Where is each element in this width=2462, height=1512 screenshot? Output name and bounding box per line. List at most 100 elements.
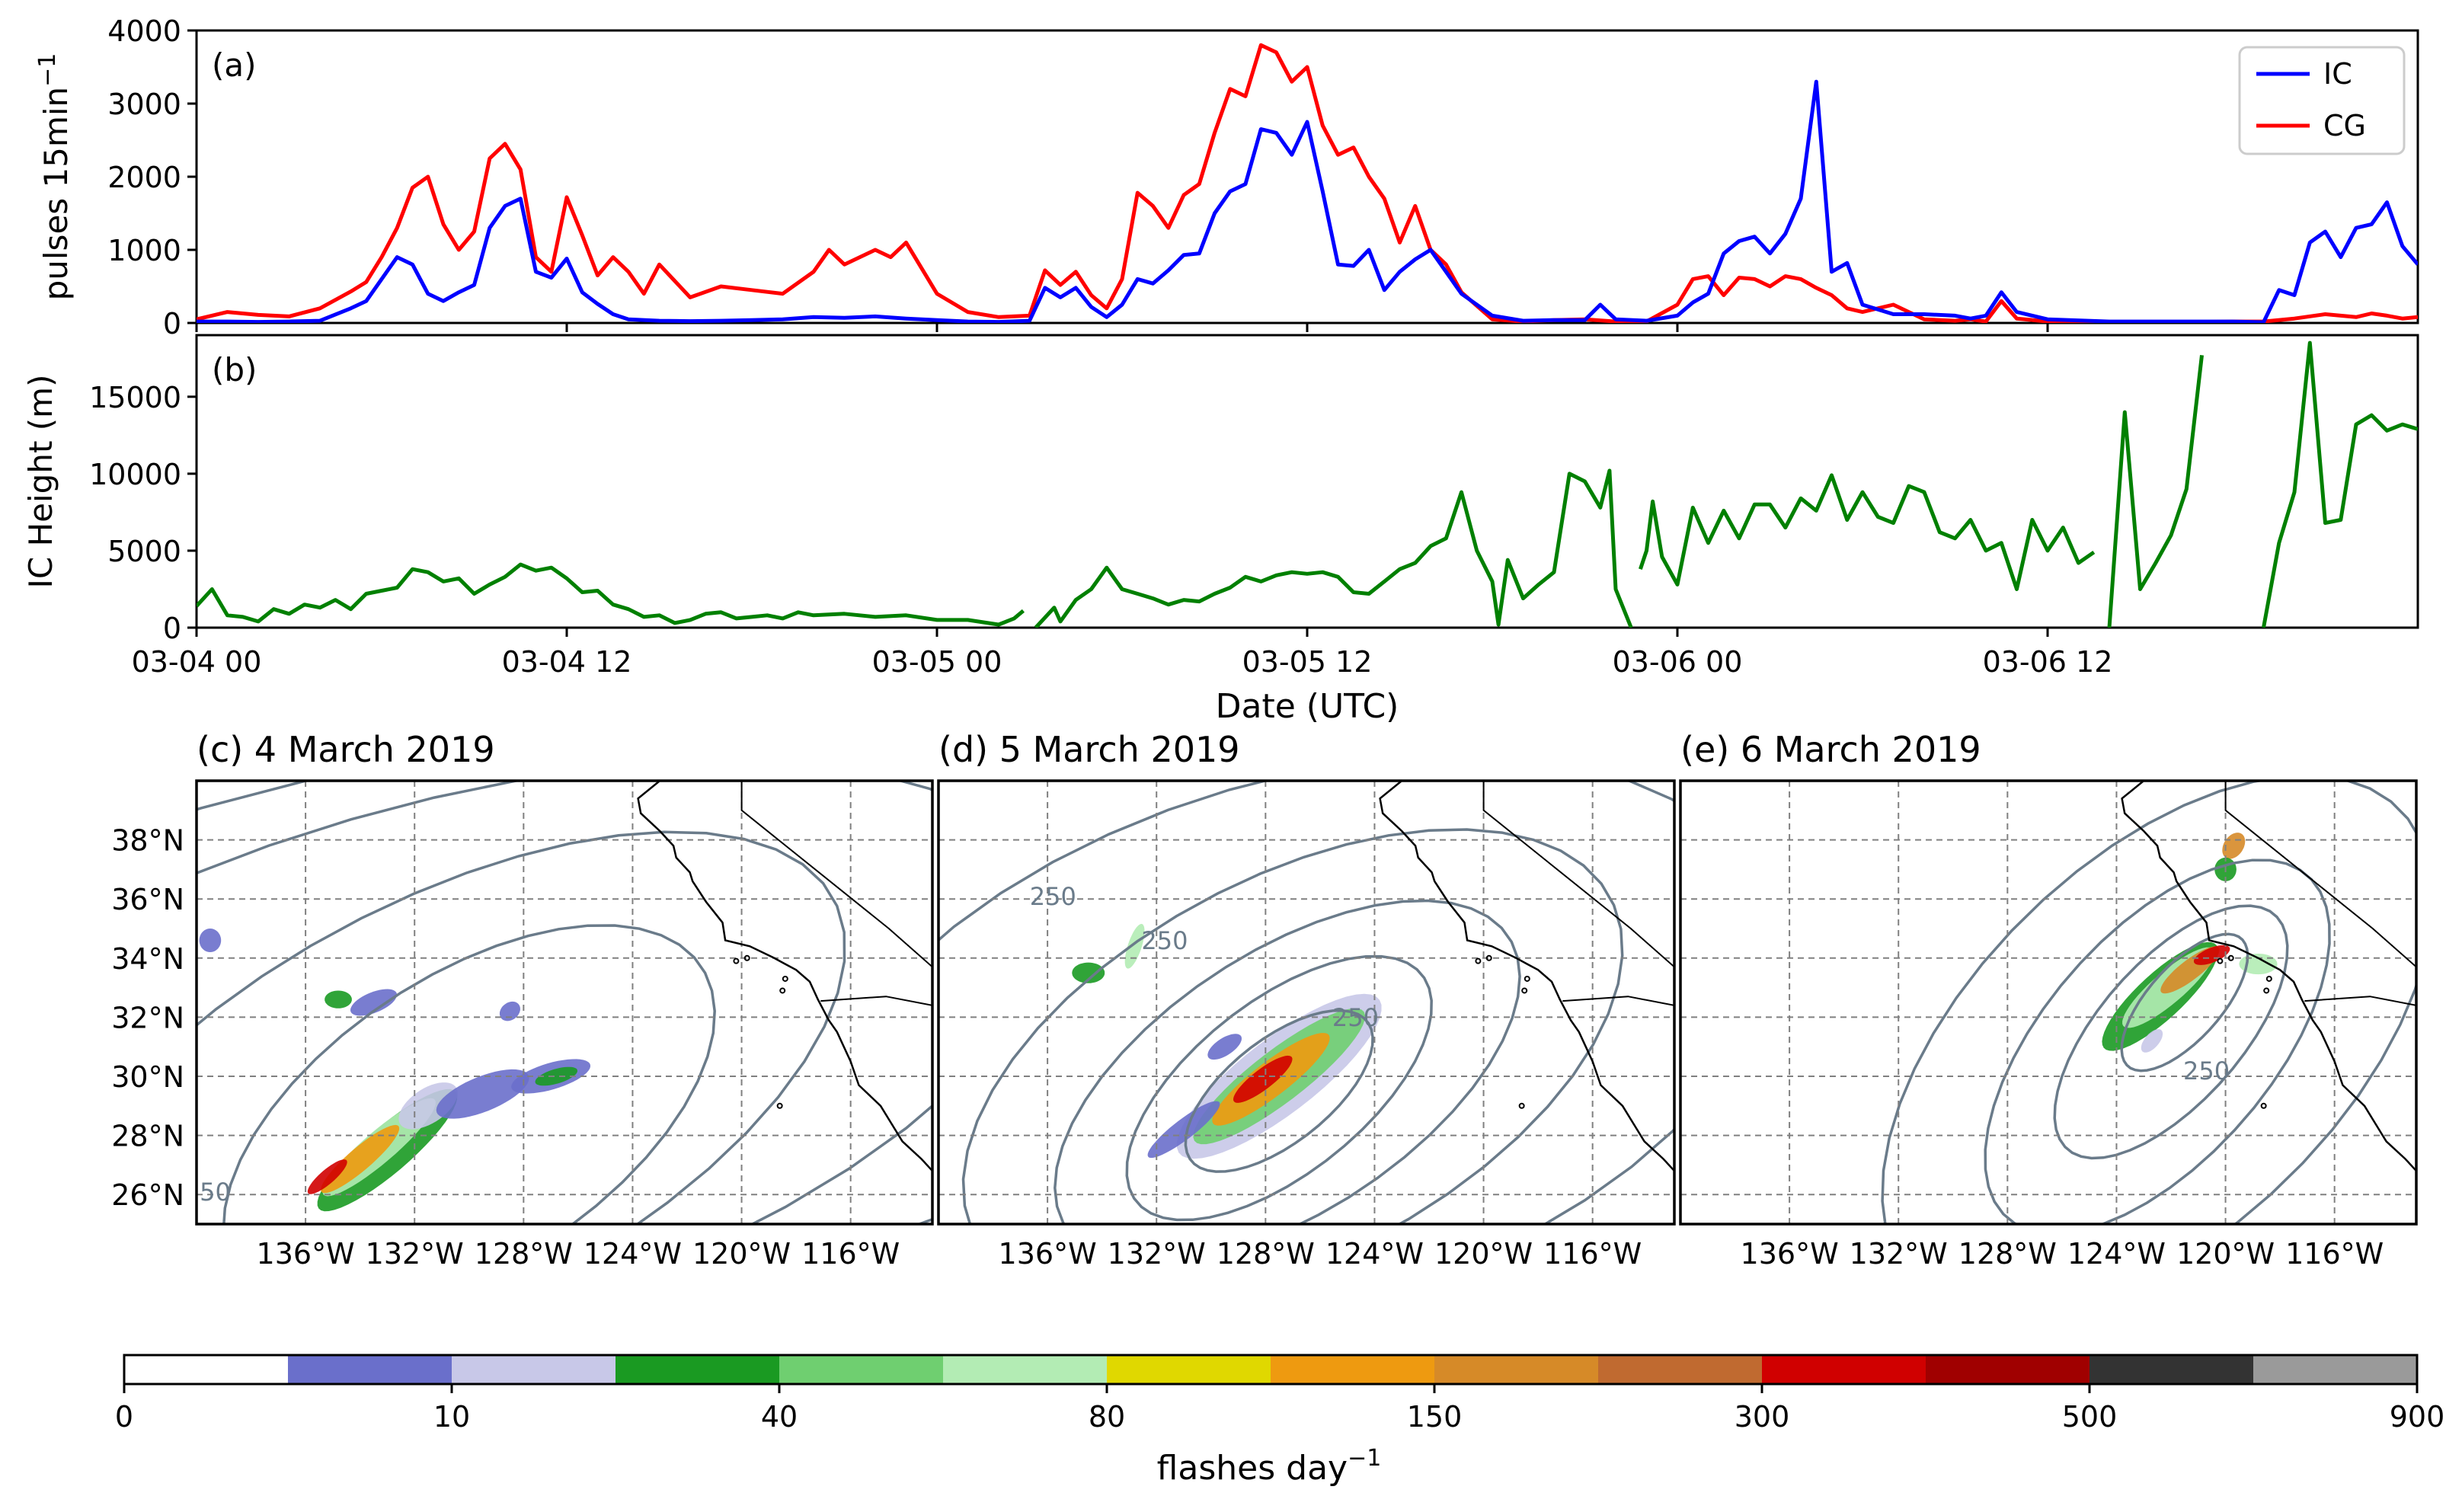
- series-ic-height-segment: [2262, 340, 2418, 628]
- flash-density-area: [436, 1069, 529, 1119]
- colorbar-bin: [452, 1355, 616, 1384]
- map-lon-label: 124°W: [1325, 1237, 1424, 1271]
- island: [1485, 954, 1492, 961]
- colorbar-bin: [2090, 1355, 2254, 1384]
- x-tick-label: 03-06 12: [1983, 645, 2113, 679]
- panel-a-label: (a): [212, 46, 257, 84]
- panel-c-title: (c) 4 March 2019: [197, 729, 495, 770]
- coastline: [1379, 781, 1674, 1172]
- country-border: [1562, 996, 1674, 1006]
- map-panel-c: 250: [197, 781, 932, 1224]
- island: [776, 1102, 783, 1109]
- map-lon-label: 136°W: [257, 1237, 355, 1271]
- map-lon-label: 132°W: [1850, 1237, 1948, 1271]
- colorbar-tick-label: 900: [2390, 1400, 2445, 1434]
- contour-label: 250: [1332, 1003, 1379, 1032]
- panel-a-legend: IC CG: [2238, 46, 2406, 155]
- coastline: [2121, 781, 2416, 1172]
- y-tick-label: 5000: [107, 535, 181, 568]
- map-lon-label: 128°W: [475, 1237, 573, 1271]
- contour-line: [2120, 932, 2249, 1072]
- state-border: [740, 781, 932, 968]
- flash-density-area: [499, 1001, 520, 1021]
- colorbar-bin: [124, 1355, 289, 1384]
- panel-a-lines: [197, 43, 2418, 323]
- legend-cg-label: CG: [2323, 109, 2366, 142]
- contour-line: [197, 830, 846, 1224]
- colorbar-bin: [1598, 1355, 1763, 1384]
- contour-line: [1184, 1009, 1374, 1173]
- y-tick-label: 3000: [107, 88, 181, 121]
- country-border: [820, 996, 932, 1006]
- map-lat-label: 38°N: [111, 824, 184, 858]
- map-frame: [937, 779, 1676, 1226]
- panel-b-lines: [197, 340, 2418, 628]
- flash-density-area: [1207, 1034, 1242, 1060]
- x-tick-label: 03-05 12: [1242, 645, 1373, 679]
- x-tick-label: 03-04 12: [502, 645, 632, 679]
- map-background: [197, 781, 932, 1224]
- series-ic-height-segment: [197, 562, 1025, 627]
- contour-line: [197, 781, 932, 1224]
- flash-density-area: [2141, 1029, 2163, 1053]
- colorbar-frame: [123, 1354, 2419, 1386]
- panel-d-title: (d) 5 March 2019: [938, 729, 1240, 770]
- map-lon-label: 136°W: [1741, 1237, 1839, 1271]
- panel-e-title: (e) 6 March 2019: [1680, 729, 1981, 770]
- map-tick-labels: 136°W 132°W 128°W 124°W 120°W 116°W 38°N 36°N 34…: [111, 824, 2384, 1271]
- state-border: [1482, 781, 1674, 968]
- map-panel-d: 250 250 250: [938, 781, 1674, 1224]
- flash-density-area: [325, 990, 352, 1009]
- state-border: [2224, 781, 2416, 968]
- colorbar-bin: [943, 1355, 1108, 1384]
- panel-b-ylabel: IC Height (m): [22, 375, 59, 589]
- map-lon-label: 116°W: [801, 1237, 900, 1271]
- island: [2265, 975, 2272, 982]
- y-tick-label: 4000: [107, 14, 181, 48]
- panel-b-x-ticks: 03-04 00 03-04 12 03-05 00 03-05 12 03-06 00…: [132, 628, 2113, 679]
- legend-ic-label: IC: [2323, 57, 2352, 91]
- y-tick-label: 15000: [89, 381, 181, 414]
- island: [1524, 975, 1530, 982]
- map-frame: [1679, 779, 2418, 1226]
- country-border: [2304, 996, 2416, 1006]
- map-lon-label: 132°W: [366, 1237, 464, 1271]
- flash-density-area: [398, 1082, 458, 1130]
- map-lon-label: 120°W: [2176, 1237, 2275, 1271]
- flash-density-area: [1233, 1055, 1293, 1103]
- panel-a-ylabel: pulses 15min−1: [34, 53, 75, 301]
- x-tick-label: 03-05 00: [872, 645, 1002, 679]
- contour-line: [1125, 954, 1433, 1222]
- map-lon-label: 128°W: [1217, 1237, 1315, 1271]
- colorbar-bin: [1926, 1355, 2090, 1384]
- contour-line: [938, 781, 1674, 1224]
- colorbar-bin: [1762, 1355, 1926, 1384]
- contour-line: [2053, 904, 2289, 1160]
- island: [1521, 987, 1528, 994]
- panel-b-frame: [195, 334, 2419, 629]
- contour-line: [1881, 781, 2416, 1224]
- map-lon-label: 128°W: [1958, 1237, 2057, 1271]
- island: [2227, 954, 2234, 961]
- map-lon-label: 120°W: [692, 1237, 791, 1271]
- colorbar: 0 10 40 80 150 300 500 900: [115, 1354, 2445, 1434]
- map-background: [938, 781, 1674, 1224]
- island: [1518, 1102, 1525, 1109]
- map-lat-label: 28°N: [111, 1120, 184, 1153]
- island: [2217, 957, 2224, 964]
- contour-line: [1054, 899, 1521, 1224]
- island: [743, 954, 750, 961]
- colorbar-bin: [616, 1355, 780, 1384]
- colorbar-bin: [1434, 1355, 1599, 1384]
- map-lon-label: 120°W: [1434, 1237, 1533, 1271]
- flash-density-area: [199, 929, 222, 952]
- colorbar-tick-label: 40: [761, 1400, 798, 1434]
- colorbar-tick-label: 10: [433, 1400, 470, 1434]
- colorbar-tick-label: 300: [1735, 1400, 1790, 1434]
- island: [2260, 1102, 2267, 1109]
- colorbar-label: flashes day−1: [1157, 1445, 1382, 1488]
- colorbar-bin: [1271, 1355, 1435, 1384]
- map-lat-label: 26°N: [111, 1178, 184, 1212]
- series-ic-line: [197, 79, 2418, 323]
- panel-a-x-ticks: [195, 323, 2049, 332]
